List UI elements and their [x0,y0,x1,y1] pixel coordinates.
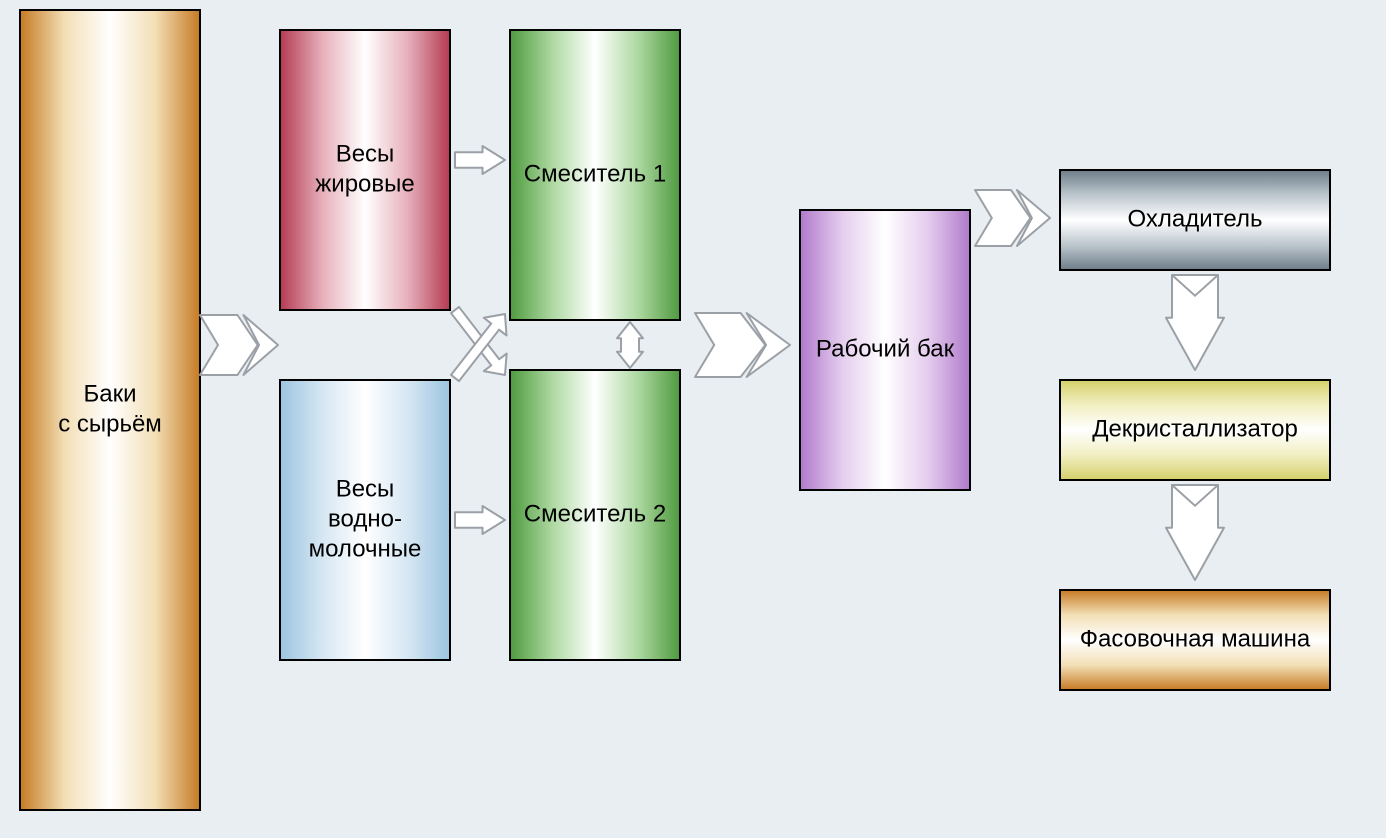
node-decrystallizer: Декристаллизатор [1060,380,1330,480]
node-label-scales_fat-0: Весы [336,140,395,167]
node-packer: Фасовочная машина [1060,590,1330,690]
node-label-scales_milk-0: Весы [336,475,395,502]
node-label-scales_fat-1: жировые [315,170,415,197]
node-mixer2: Смеситель 2 [510,370,680,660]
node-label-packer-0: Фасовочная машина [1080,625,1311,652]
node-label-mixer2-0: Смеситель 2 [524,500,666,527]
node-scales_milk: Весы водно-молочные [280,380,450,660]
node-label-scales_milk-2: молочные [309,535,422,562]
node-raw_tanks: Баки с сырьём [20,10,200,810]
node-label-mixer1-0: Смеситель 1 [524,160,666,187]
node-label-raw_tanks-0: Баки [83,380,136,407]
node-label-decrystallizer-0: Декристаллизатор [1092,415,1298,442]
process-flow-diagram: Баки с сырьём Весы жировые Весы водно-молочны… [0,0,1386,838]
node-label-cooler-0: Охладитель [1128,205,1263,232]
node-label-work_tank-0: Рабочий бак [816,335,955,362]
node-mixer1: Смеситель 1 [510,30,680,320]
node-label-scales_milk-1: водно- [328,505,402,532]
node-work_tank: Рабочий бак [800,210,970,490]
node-label-raw_tanks-1: с сырьём [58,410,162,437]
node-scales_fat: Весы жировые [280,30,450,310]
node-cooler: Охладитель [1060,170,1330,270]
